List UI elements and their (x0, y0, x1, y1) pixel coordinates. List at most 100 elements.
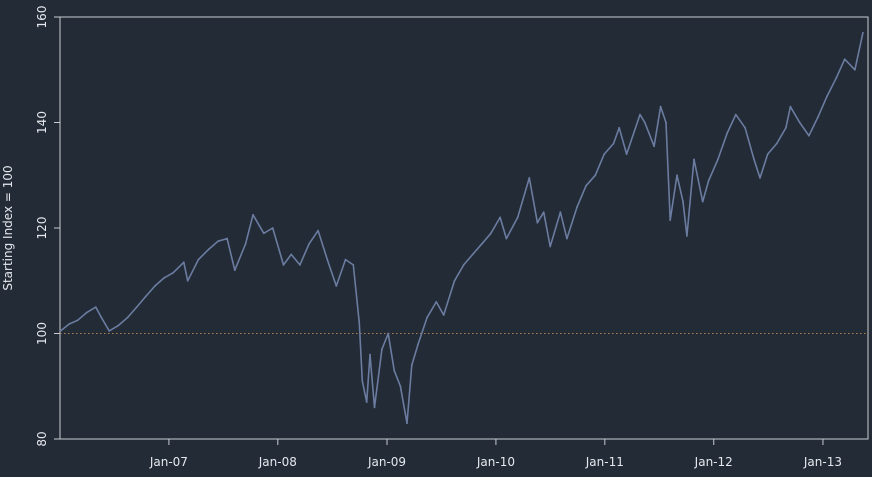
x-tick-label: Jan-12 (694, 455, 733, 469)
data-point (298, 264, 301, 266)
data-point (233, 269, 236, 272)
data-point (94, 306, 97, 309)
data-point (172, 271, 174, 274)
data-point (365, 401, 368, 403)
data-point (76, 319, 79, 322)
data-point (308, 242, 311, 245)
data-point (252, 213, 254, 216)
data-point (290, 253, 293, 256)
data-point (326, 258, 329, 261)
data-point (853, 68, 856, 71)
data-point (244, 242, 247, 245)
data-point (144, 295, 147, 298)
data-point (489, 232, 492, 235)
data-point (435, 300, 438, 303)
x-tick-label: Jan-13 (803, 455, 842, 469)
data-point (381, 348, 383, 351)
data-point (816, 116, 819, 119)
data-point (462, 264, 465, 266)
data-point (789, 105, 792, 108)
data-point (406, 422, 408, 425)
data-point (59, 329, 62, 332)
data-point (317, 229, 319, 232)
data-point (726, 132, 729, 134)
y-tick-label: 140 (35, 111, 49, 134)
data-point (344, 258, 347, 261)
data-point (442, 314, 445, 316)
data-point (676, 174, 678, 177)
x-axis: Jan-07 Jan-08 Jan-09 Jan-10 Jan-11 Jan-12 Jan-… (149, 439, 842, 469)
data-point (808, 134, 810, 137)
x-tick-label: Jan-08 (258, 455, 297, 469)
data-point (369, 353, 371, 356)
data-point (335, 285, 338, 287)
data-point (576, 206, 578, 208)
data-point (153, 285, 156, 287)
data-point (271, 227, 274, 229)
data-point (785, 126, 787, 129)
data-point (835, 76, 838, 79)
data-point (207, 248, 210, 251)
data-point (516, 216, 519, 219)
y-tick-label: 80 (35, 431, 49, 446)
data-point (262, 232, 265, 235)
data-point (135, 306, 138, 309)
data-point (410, 364, 413, 367)
data-point (826, 95, 829, 98)
data-point (542, 211, 545, 214)
data-point (585, 184, 587, 187)
data-point (559, 211, 562, 214)
data-point (197, 258, 200, 261)
data-point (643, 121, 646, 124)
data-point (399, 385, 402, 388)
data-point (594, 174, 597, 177)
series-points (59, 31, 864, 425)
y-tick-label: 120 (35, 217, 49, 240)
data-point (707, 179, 710, 182)
data-point (186, 279, 189, 282)
data-point (162, 277, 165, 280)
data-point (481, 242, 483, 245)
data-point (843, 58, 846, 61)
data-point (505, 237, 508, 240)
data-point (665, 121, 667, 124)
data-point (862, 31, 864, 34)
data-point (108, 329, 111, 332)
y-tick-label: 160 (35, 6, 49, 29)
data-point (612, 142, 615, 145)
x-tick-label: Jan-07 (149, 455, 188, 469)
data-point (182, 261, 185, 264)
data-point (734, 113, 737, 116)
data-point (717, 158, 719, 161)
y-axis-title: Starting Index = 100 (1, 165, 15, 290)
data-point (701, 200, 704, 203)
data-point (387, 332, 390, 335)
data-point (693, 158, 695, 161)
data-point (453, 279, 456, 282)
data-point (358, 322, 361, 324)
y-axis: 80 100 120 140 160 (35, 6, 60, 447)
data-point (373, 406, 376, 409)
plot-frame (59, 16, 869, 440)
data-point (499, 216, 502, 219)
y-tick-label: 100 (35, 322, 49, 345)
data-point (682, 200, 684, 203)
data-point (759, 176, 761, 179)
data-point (659, 105, 662, 108)
data-point (417, 343, 419, 345)
x-tick-label: Jan-11 (585, 455, 624, 469)
data-point (536, 221, 539, 224)
data-point (603, 153, 606, 156)
data-point (117, 324, 120, 327)
data-point (669, 219, 672, 221)
data-point (426, 316, 428, 319)
x-tick-label: Jan-09 (367, 455, 406, 469)
data-point (226, 237, 228, 240)
data-point (618, 126, 621, 129)
data-point (471, 253, 474, 256)
data-point (549, 245, 552, 248)
series-line (60, 32, 864, 424)
data-point (625, 153, 628, 156)
